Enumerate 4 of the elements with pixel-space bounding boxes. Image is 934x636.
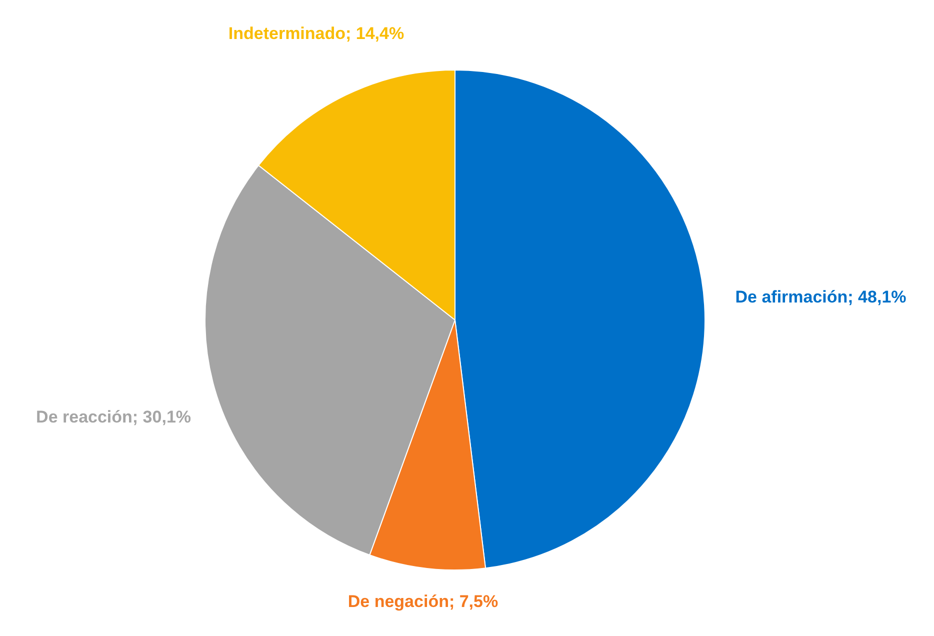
slice-label: De afirmación; 48,1% <box>735 288 906 307</box>
slice-label: De reacción; 30,1% <box>36 407 192 426</box>
slice-label: De negación; 7,5% <box>348 592 498 612</box>
slice-label: Indeterminado; 14,4% <box>228 24 404 44</box>
